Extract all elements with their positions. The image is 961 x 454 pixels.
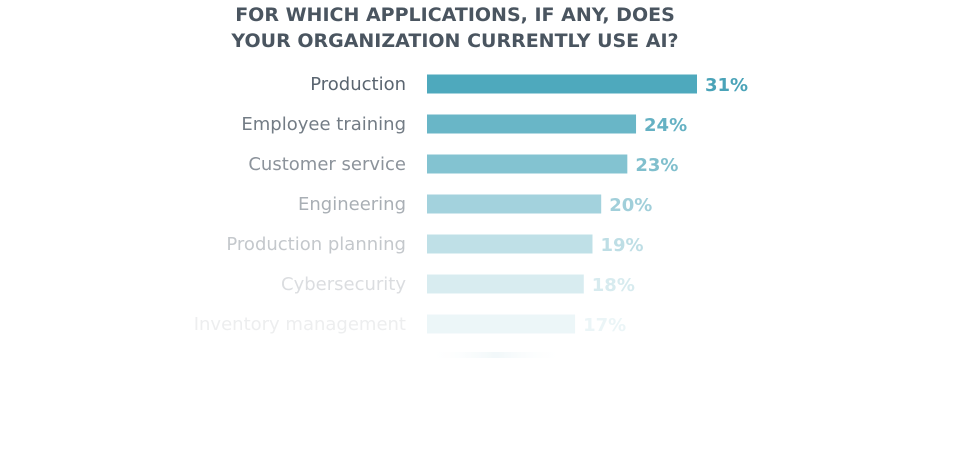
value-label: 23%: [635, 155, 678, 176]
category-label: Employee training: [241, 114, 406, 135]
chart-title-line-2: YOUR ORGANIZATION CURRENTLY USE AI?: [231, 30, 679, 52]
category-label: Engineering: [298, 194, 406, 215]
chart-title-line-1: FOR WHICH APPLICATIONS, IF ANY, DOES: [235, 4, 675, 26]
faded-bar-remnant: [426, 352, 566, 358]
bar: [427, 74, 697, 94]
value-label: 24%: [644, 115, 687, 136]
category-label: Cybersecurity: [281, 274, 406, 295]
category-label: Customer service: [248, 154, 406, 175]
category-label: Production planning: [226, 234, 406, 255]
chart-title: FOR WHICH APPLICATIONS, IF ANY, DOES YOU…: [0, 2, 910, 54]
bar: [427, 234, 593, 254]
value-label: 18%: [592, 275, 635, 296]
bar: [427, 154, 628, 174]
value-label: 19%: [600, 235, 643, 256]
bar: [427, 194, 602, 214]
bar: [427, 274, 584, 294]
category-label: Inventory management: [194, 314, 406, 335]
bar: [427, 114, 637, 134]
value-label: 20%: [609, 195, 652, 216]
bars-group: Production 31% Employee training 24% Custome…: [194, 74, 748, 336]
value-label: 31%: [705, 75, 748, 96]
category-label: Production: [310, 74, 406, 95]
bar: [427, 314, 576, 334]
value-label: 17%: [583, 315, 626, 336]
